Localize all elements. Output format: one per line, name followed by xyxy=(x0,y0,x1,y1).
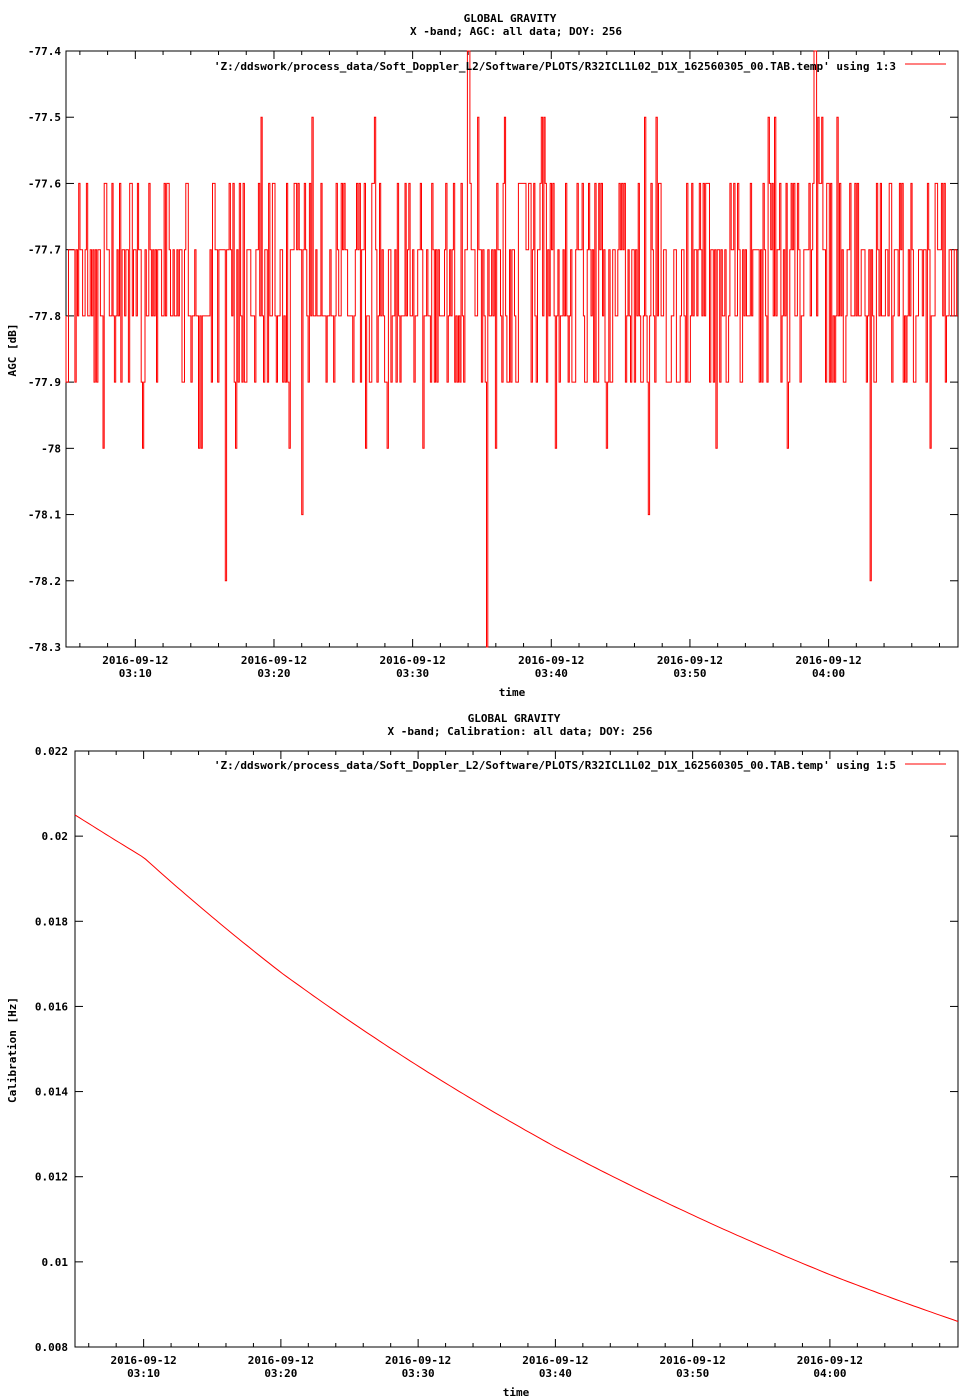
x-tick-date-label: 2016-09-12 xyxy=(385,1354,451,1367)
y-tick-label: -78.2 xyxy=(28,575,61,588)
chart-agc-xticks: 2016-09-1203:102016-09-1203:202016-09-12… xyxy=(79,51,941,680)
x-tick-time-label: 04:00 xyxy=(812,667,845,680)
chart-agc-subtitle: X -band; AGC: all data; DOY: 256 xyxy=(410,25,622,38)
y-tick-label: -78 xyxy=(41,442,61,455)
chart-calibration-legend-label: 'Z:/ddswork/process_data/Soft_Doppler_L2… xyxy=(214,759,896,772)
chart-agc-ylabel: AGC [dB] xyxy=(6,324,19,377)
x-tick-time-label: 03:20 xyxy=(264,1367,297,1380)
y-tick-label: 0.02 xyxy=(42,830,69,843)
chart-agc: GLOBAL GRAVITY X -band; AGC: all data; D… xyxy=(6,12,959,699)
y-tick-label: 0.018 xyxy=(35,915,68,928)
x-tick-date-label: 2016-09-12 xyxy=(102,654,168,667)
chart-agc-legend-label: 'Z:/ddswork/process_data/Soft_Doppler_L2… xyxy=(214,60,896,73)
x-tick-date-label: 2016-09-12 xyxy=(657,654,723,667)
x-tick-date-label: 2016-09-12 xyxy=(248,1354,314,1367)
y-tick-label: 0.016 xyxy=(35,1000,68,1013)
x-tick-time-label: 03:50 xyxy=(673,667,706,680)
y-tick-label: 0.014 xyxy=(35,1086,68,1099)
x-tick-time-label: 03:40 xyxy=(539,1367,572,1380)
y-tick-label: -77.8 xyxy=(28,310,61,323)
chart-calibration-title: GLOBAL GRAVITY xyxy=(468,712,561,725)
chart-calibration-yticks: 0.022 0.02 0.018 0.016 0.014 0.012 0.01 0.008 xyxy=(35,745,958,1354)
y-tick-label: -77.6 xyxy=(28,177,61,190)
chart-calibration-ylabel: Calibration [Hz] xyxy=(6,997,19,1103)
y-tick-label: -77.7 xyxy=(28,244,61,257)
x-tick-time-label: 03:10 xyxy=(127,1367,160,1380)
x-tick-time-label: 03:50 xyxy=(676,1367,709,1380)
y-tick-label: -77.9 xyxy=(28,376,61,389)
y-tick-label: -77.4 xyxy=(28,45,61,58)
chart-calibration: GLOBAL GRAVITY X -band; Calibration: all… xyxy=(6,712,959,1399)
x-tick-time-label: 03:30 xyxy=(396,667,429,680)
y-tick-label: -78.1 xyxy=(28,509,61,522)
x-tick-date-label: 2016-09-12 xyxy=(380,654,446,667)
y-tick-label: 0.008 xyxy=(35,1341,68,1354)
y-tick-label: 0.022 xyxy=(35,745,68,758)
x-tick-time-label: 03:10 xyxy=(119,667,152,680)
x-tick-date-label: 2016-09-12 xyxy=(660,1354,726,1367)
x-tick-date-label: 2016-09-12 xyxy=(522,1354,588,1367)
y-tick-label: 0.01 xyxy=(42,1256,69,1269)
x-tick-time-label: 03:30 xyxy=(402,1367,435,1380)
y-tick-label: -78.3 xyxy=(28,641,61,654)
x-tick-date-label: 2016-09-12 xyxy=(241,654,307,667)
x-tick-time-label: 03:20 xyxy=(257,667,290,680)
x-tick-time-label: 03:40 xyxy=(535,667,568,680)
y-tick-label: 0.012 xyxy=(35,1171,68,1184)
chart-agc-series-line xyxy=(65,50,958,648)
x-tick-date-label: 2016-09-12 xyxy=(795,654,861,667)
y-tick-label: -77.5 xyxy=(28,111,61,124)
x-tick-date-label: 2016-09-12 xyxy=(518,654,584,667)
x-tick-date-label: 2016-09-12 xyxy=(111,1354,177,1367)
chart-calibration-xticks: 2016-09-1203:102016-09-1203:202016-09-12… xyxy=(88,751,941,1380)
chart-calibration-xlabel: time xyxy=(503,1386,530,1399)
chart-agc-title: GLOBAL GRAVITY xyxy=(464,12,557,25)
chart-calibration-subtitle: X -band; Calibration: all data; DOY: 256 xyxy=(388,725,653,738)
x-tick-date-label: 2016-09-12 xyxy=(797,1354,863,1367)
chart-agc-xlabel: time xyxy=(499,686,526,699)
chart-calibration-series-line xyxy=(74,814,959,1322)
x-tick-time-label: 04:00 xyxy=(813,1367,846,1380)
chart-agc-yticks: -77.4 -77.5 -77.6 -77.7 -77.8 -77.9 -78 -78.1 -7… xyxy=(28,45,958,654)
chart-calibration-plot-area xyxy=(74,750,959,1348)
